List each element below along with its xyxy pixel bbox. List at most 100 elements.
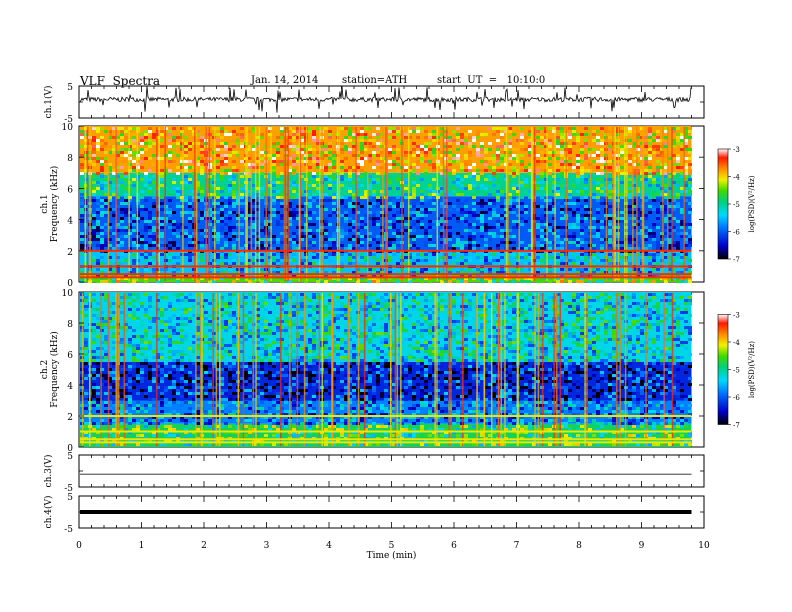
spectral-cell <box>116 241 120 244</box>
spectral-cell <box>644 142 648 145</box>
spectral-cell <box>524 181 528 184</box>
spectral-cell <box>580 271 584 274</box>
spectral-cell <box>148 178 152 181</box>
sferic-streak <box>305 127 308 281</box>
spectral-cell <box>132 271 136 274</box>
spectral-cell <box>568 223 572 226</box>
spectral-cell <box>252 232 256 235</box>
spectral-cell <box>248 259 252 262</box>
spectral-cell <box>656 193 660 196</box>
spectral-cell <box>392 193 396 196</box>
spectral-cell <box>448 136 452 139</box>
spectral-cell <box>556 157 560 160</box>
spectral-cell <box>288 271 292 274</box>
spectral-cell <box>480 277 484 280</box>
spectral-cell <box>544 247 548 250</box>
spectral-cell <box>484 244 488 247</box>
spectral-cell <box>232 226 236 229</box>
spectral-cell <box>148 262 152 265</box>
spectral-cell <box>480 202 484 205</box>
spectral-cell <box>568 136 572 139</box>
spectral-cell <box>312 148 316 151</box>
spectral-cell <box>676 151 680 154</box>
spectral-cell <box>656 208 660 211</box>
spectral-cell <box>460 262 464 265</box>
spectral-cell <box>380 178 384 181</box>
spectral-cell <box>92 157 96 160</box>
spectral-cell <box>112 145 116 148</box>
spectral-cell <box>312 271 316 274</box>
spectral-cell <box>116 127 120 130</box>
spectral-cell <box>520 247 524 250</box>
spectral-cell <box>472 136 476 139</box>
spectral-cell <box>664 169 668 172</box>
spectral-cell <box>468 145 472 148</box>
spectral-cell <box>456 244 460 247</box>
spectral-cell <box>108 181 112 184</box>
spectral-cell <box>688 226 692 229</box>
spectral-cell <box>420 130 424 133</box>
spectral-cell <box>556 235 560 238</box>
spectral-cell <box>464 220 468 223</box>
spectral-cell <box>440 280 444 283</box>
spectral-cell <box>460 178 464 181</box>
spectral-cell <box>552 211 556 214</box>
spectral-cell <box>420 193 424 196</box>
spectral-cell <box>624 211 628 214</box>
spectral-cell <box>512 220 516 223</box>
spectral-cell <box>288 127 292 130</box>
spectral-cell <box>312 211 316 214</box>
spectral-cell <box>288 196 292 199</box>
spectral-cell <box>220 160 224 163</box>
spectral-cell <box>188 256 192 259</box>
spectral-cell <box>416 268 420 271</box>
spectral-cell <box>632 130 636 133</box>
spectral-cell <box>120 262 124 265</box>
spectral-cell <box>404 187 408 190</box>
spectral-cell <box>584 190 588 193</box>
spectral-cell <box>548 247 552 250</box>
spectral-cell <box>324 199 328 202</box>
sferic-streak <box>505 127 508 281</box>
spectral-cell <box>220 220 224 223</box>
spectral-cell <box>416 208 420 211</box>
spectral-cell <box>600 238 604 241</box>
spectral-cell <box>288 169 292 172</box>
spectral-cell <box>492 127 496 130</box>
spectral-cell <box>300 208 304 211</box>
spectral-cell <box>232 184 236 187</box>
sferic-streak <box>136 127 139 281</box>
spectral-cell <box>152 268 156 271</box>
spectral-cell <box>316 163 320 166</box>
spectral-cell <box>120 244 124 247</box>
spectral-cell <box>196 259 200 262</box>
spectral-cell <box>420 226 424 229</box>
spectral-cell <box>328 142 332 145</box>
spectral-cell <box>240 136 244 139</box>
spectral-cell <box>252 211 256 214</box>
spectral-cell <box>424 196 428 199</box>
spectral-cell <box>628 238 632 241</box>
spectral-cell <box>152 154 156 157</box>
spectral-cell <box>212 163 216 166</box>
spectral-cell <box>480 226 484 229</box>
spectral-cell <box>180 166 184 169</box>
spectral-cell <box>256 145 260 148</box>
spectral-cell <box>600 235 604 238</box>
spectral-cell <box>200 166 204 169</box>
spectral-cell <box>120 154 124 157</box>
spectral-cell <box>556 187 560 190</box>
spectral-cell <box>120 211 124 214</box>
spectral-cell <box>524 277 528 280</box>
spectral-cell <box>540 244 544 247</box>
spectral-cell <box>584 214 588 217</box>
spectral-cell <box>200 244 204 247</box>
spectral-cell <box>260 157 264 160</box>
spectral-cell <box>100 238 104 241</box>
spectral-cell <box>376 184 380 187</box>
sferic-streak <box>246 127 248 281</box>
spectral-cell <box>452 169 456 172</box>
spectral-cell <box>512 133 516 136</box>
spectral-cell <box>544 160 548 163</box>
spectral-cell <box>544 244 548 247</box>
